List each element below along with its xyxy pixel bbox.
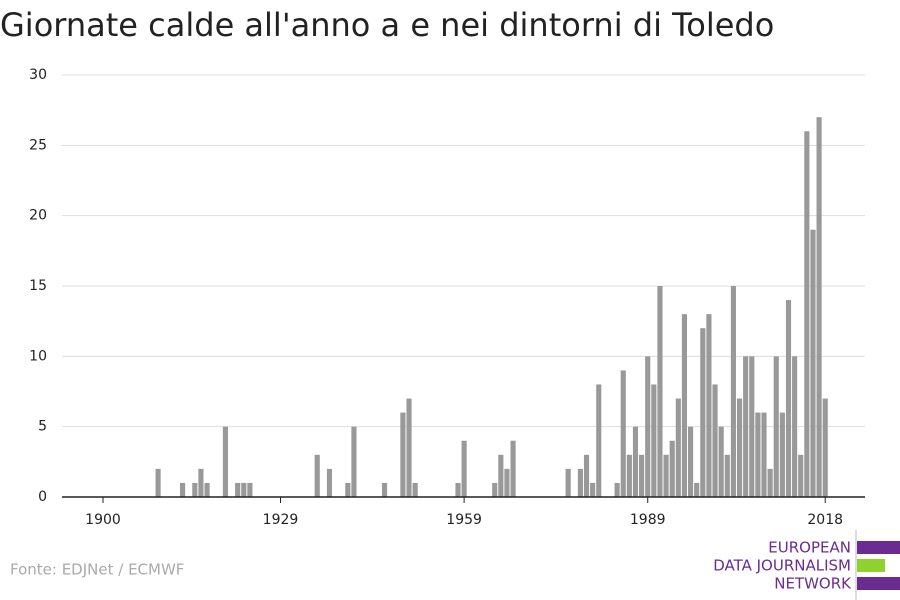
- source: Fonte: EDJNet / ECMWF: [10, 561, 184, 579]
- bar: [596, 384, 602, 497]
- logo-bar: [857, 577, 900, 590]
- bar: [614, 482, 620, 497]
- bar: [510, 440, 516, 497]
- x-tick-label: 1900: [85, 512, 121, 528]
- bar: [351, 426, 357, 497]
- bar: [461, 440, 467, 497]
- bar: [657, 286, 663, 497]
- x-tick-label: 2018: [807, 512, 843, 528]
- bar: [706, 314, 712, 497]
- bar: [590, 482, 596, 497]
- bar: [204, 482, 210, 497]
- bar: [743, 356, 749, 497]
- bar: [345, 482, 351, 497]
- bar: [192, 482, 198, 497]
- bar: [718, 426, 724, 497]
- bar: [700, 328, 706, 497]
- bar: [565, 468, 571, 497]
- bar: [681, 314, 688, 497]
- bar: [669, 440, 675, 497]
- bar: [663, 454, 669, 497]
- bar: [241, 482, 247, 497]
- bar: [400, 412, 406, 497]
- bar: [455, 482, 461, 497]
- bar: [381, 482, 388, 497]
- bar: [749, 356, 755, 497]
- y-tick-label: 30: [29, 67, 47, 83]
- y-tick-label: 10: [29, 348, 47, 364]
- bar: [620, 370, 626, 497]
- bar: [326, 468, 333, 497]
- y-tick-label: 20: [29, 208, 47, 224]
- bar: [639, 454, 645, 497]
- bar: [314, 454, 320, 497]
- bar: [247, 482, 253, 497]
- logo-text: DATA JOURNALISM: [713, 557, 851, 575]
- logo-bar: [857, 559, 885, 572]
- bar: [626, 454, 632, 497]
- bar: [761, 412, 767, 497]
- bar: [198, 468, 204, 497]
- bar: [180, 482, 186, 497]
- logo-text: EUROPEAN: [768, 539, 851, 557]
- bar: [222, 426, 228, 497]
- bar: [412, 482, 418, 497]
- chart-title: Giornate calde all'anno a e nei dintorni…: [0, 6, 774, 44]
- bar: [810, 229, 816, 497]
- x-tick-label: 1989: [630, 512, 666, 528]
- bar: [406, 398, 412, 497]
- bar: [645, 356, 651, 497]
- x-tick-label: 1959: [446, 512, 482, 528]
- bar: [785, 300, 792, 497]
- bar: [694, 482, 700, 497]
- bar: [816, 117, 822, 497]
- bar: [779, 412, 785, 497]
- bar: [792, 356, 798, 497]
- logo-text: NETWORK: [774, 575, 852, 593]
- y-tick-label: 0: [38, 489, 47, 505]
- bar: [730, 286, 736, 497]
- bar: [492, 482, 498, 497]
- bar: [583, 454, 590, 497]
- bar: [724, 454, 730, 497]
- bar: [235, 482, 241, 497]
- logo-bar: [857, 541, 900, 554]
- bar: [504, 468, 510, 497]
- y-tick-label: 15: [29, 278, 47, 294]
- bar: [651, 384, 657, 497]
- bar: [687, 426, 694, 497]
- bar: [498, 454, 504, 497]
- bar: [577, 468, 583, 497]
- bar: [632, 426, 639, 497]
- bar: [755, 412, 761, 497]
- bar: [712, 384, 718, 497]
- bar: [822, 398, 828, 497]
- y-tick-label: 25: [29, 137, 47, 153]
- y-tick-label: 5: [38, 419, 47, 435]
- bar: [798, 454, 804, 497]
- bar: [155, 468, 161, 497]
- bar: [804, 131, 810, 497]
- x-tick-label: 1929: [263, 512, 299, 528]
- bar: [675, 398, 681, 497]
- bar: [767, 468, 773, 497]
- bar: [773, 356, 779, 497]
- bar: [736, 398, 743, 497]
